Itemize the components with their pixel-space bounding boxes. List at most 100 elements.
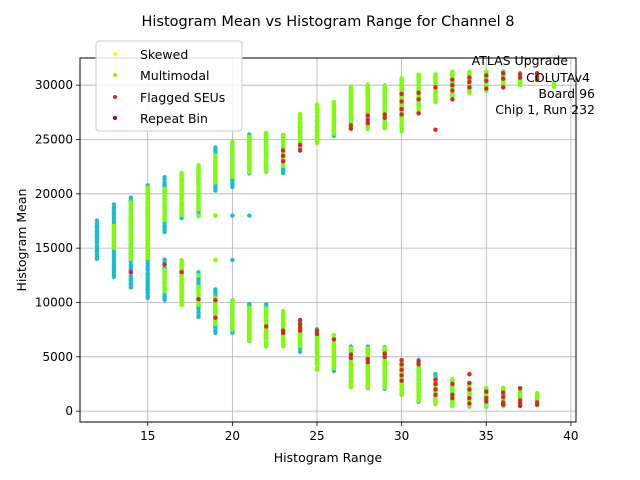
multimodal-point — [111, 223, 117, 228]
y-tick-label: 10000 — [35, 295, 73, 309]
normal-point — [297, 349, 303, 354]
flagged-seu-point — [348, 123, 354, 128]
flagged-seu-point — [264, 324, 269, 329]
multimodal-point — [280, 318, 286, 323]
multimodal-point — [450, 403, 455, 409]
multimodal-point — [450, 72, 455, 78]
flagged-seu-point — [399, 91, 404, 97]
flagged-seu-point — [280, 153, 286, 158]
flagged-seu-point — [399, 367, 404, 372]
y-tick-label: 30000 — [35, 78, 73, 92]
multimodal-point — [450, 377, 455, 382]
flagged-seu-point — [382, 112, 387, 117]
normal-point — [128, 273, 133, 279]
flagged-seu-point — [534, 77, 540, 82]
normal-point — [247, 213, 252, 218]
flagged-seu-point — [433, 377, 438, 382]
multimodal-point — [484, 403, 489, 409]
multimodal-point — [348, 346, 354, 351]
flagged-seu-point — [399, 357, 404, 363]
x-tick-label: 15 — [140, 429, 155, 443]
multimodal-point — [145, 185, 150, 190]
flagged-seu-point — [297, 322, 303, 327]
plot-frame — [79, 57, 577, 423]
y-axis-label: Histogram Mean — [14, 189, 29, 292]
flagged-seu-point — [433, 381, 438, 387]
multimodal-point — [501, 385, 506, 390]
multimodal-point — [331, 112, 337, 117]
flagged-seu-point — [399, 373, 404, 378]
flagged-seu-point — [348, 352, 354, 357]
flagged-seu-point — [297, 317, 303, 323]
multimodal-point — [247, 322, 252, 327]
multimodal-point — [264, 142, 269, 148]
x-tick-label: 20 — [225, 429, 240, 443]
flagged-seu-point — [467, 401, 472, 406]
multimodal-point — [467, 69, 472, 75]
flagged-seu-point — [517, 72, 523, 77]
flagged-seu-point — [314, 328, 320, 333]
flagged-seu-point — [399, 106, 404, 112]
multimodal-point — [128, 200, 133, 205]
legend-marker-flagged-seus — [113, 95, 117, 99]
flagged-seu-point — [365, 113, 370, 118]
multimodal-point — [213, 153, 218, 158]
annotation-line-3: Board 96 — [538, 86, 595, 101]
flagged-seu-point — [501, 402, 506, 407]
flagged-seu-point — [501, 76, 506, 81]
normal-point — [230, 257, 235, 263]
multimodal-point — [213, 176, 218, 181]
y-tick-label: 25000 — [35, 132, 73, 146]
multimodal-point — [230, 144, 235, 149]
multimodal-point — [111, 237, 117, 242]
multimodal-point — [416, 76, 421, 82]
flagged-seu-point — [382, 354, 387, 359]
multimodal-point — [365, 95, 370, 100]
multimodal-point — [179, 258, 184, 263]
multimodal-point — [433, 72, 438, 77]
multimodal-point — [348, 84, 354, 90]
normal-point — [94, 243, 100, 249]
multimodal-point — [551, 81, 557, 86]
flagged-seu-point — [467, 372, 472, 377]
multimodal-point — [196, 168, 201, 173]
flagged-seu-point — [179, 269, 184, 275]
multimodal-point — [280, 308, 286, 314]
flagged-seu-point — [416, 359, 421, 364]
multimodal-point — [196, 213, 201, 218]
multimodal-point — [365, 380, 370, 386]
multimodal-point — [230, 298, 235, 304]
flagged-seu-point — [297, 325, 303, 330]
flagged-seu-point — [467, 395, 472, 401]
multimodal-point — [314, 140, 320, 146]
multimodal-point — [382, 357, 387, 363]
normal-point — [213, 145, 218, 150]
multimodal-point — [331, 332, 337, 338]
flagged-seu-point — [348, 126, 354, 131]
x-tick-label: 40 — [563, 429, 578, 443]
multimodal-point — [179, 170, 184, 176]
flagged-seu-point — [399, 378, 404, 383]
flagged-seu-point — [433, 127, 438, 132]
flagged-seu-point — [450, 97, 455, 102]
flagged-seu-point — [365, 121, 370, 126]
multimodal-point — [382, 345, 387, 350]
legend-marker-multimodal — [113, 73, 117, 77]
flagged-seu-point — [280, 148, 286, 153]
annotation-line-2: COLUTAv4 — [526, 70, 590, 85]
flagged-seu-point — [382, 115, 387, 121]
flagged-seu-point — [484, 399, 489, 404]
axis-ticks: 15 20 25 30 35 40 0 5000 10000 15000 20000 25000 300… — [35, 78, 579, 443]
flagged-seu-point — [450, 392, 455, 397]
flagged-seu-point — [484, 78, 489, 84]
y-tick-label: 0 — [65, 404, 73, 418]
multimodal-point — [247, 134, 252, 139]
flagged-seu-point — [484, 73, 489, 78]
flagged-seu-point — [416, 90, 421, 96]
flagged-seu-point — [534, 71, 540, 76]
multimodal-point — [433, 401, 438, 407]
flagged-seu-point — [399, 99, 404, 104]
normal-point — [162, 257, 167, 262]
flagged-seu-point — [484, 389, 489, 394]
